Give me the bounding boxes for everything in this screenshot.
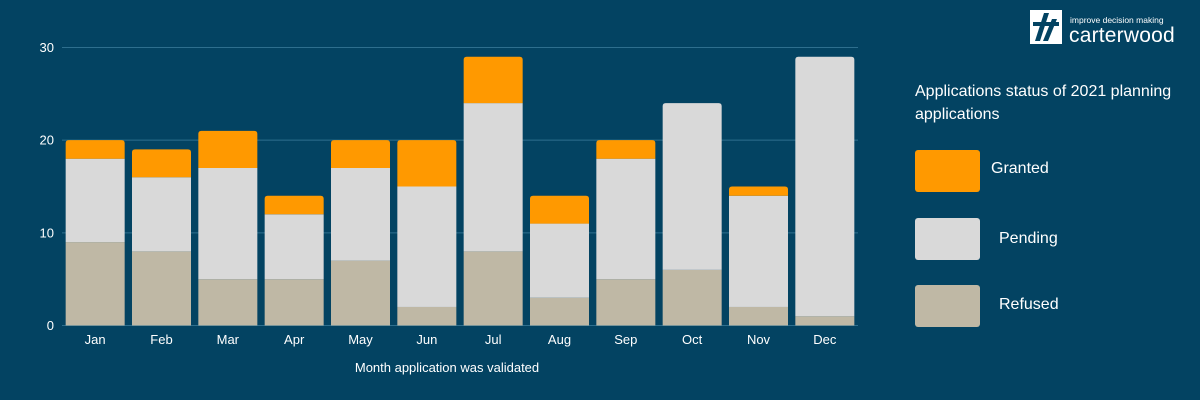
x-tick-label: Jul bbox=[485, 332, 502, 347]
bar-granted-nov bbox=[729, 186, 788, 196]
bar-refused-mar bbox=[198, 279, 258, 326]
bar-pending-sep bbox=[596, 158, 656, 280]
bar-refused-apr bbox=[264, 279, 324, 326]
bar-granted-may bbox=[331, 140, 390, 168]
bar-group-may bbox=[331, 140, 390, 326]
x-tick-label: Dec bbox=[813, 332, 837, 347]
legend-swatch-pending bbox=[915, 218, 980, 260]
carterwood-logo-icon bbox=[1030, 10, 1062, 44]
x-tick-label: Oct bbox=[682, 332, 703, 347]
y-tick-label: 10 bbox=[40, 225, 54, 240]
bar-granted-aug bbox=[530, 195, 589, 224]
bar-granted-jul bbox=[463, 56, 523, 104]
bar-granted-mar bbox=[198, 130, 258, 168]
bar-refused-feb bbox=[132, 251, 191, 326]
bar-group-aug bbox=[530, 195, 589, 326]
legend-item-refused: Refused bbox=[915, 285, 1175, 327]
bar-pending-jun bbox=[397, 186, 457, 307]
bar-group-nov bbox=[729, 186, 788, 326]
bar-pending-feb bbox=[132, 177, 191, 252]
bar-refused-dec bbox=[795, 316, 855, 326]
y-tick-label: 20 bbox=[40, 133, 54, 148]
bar-group-jan bbox=[65, 140, 125, 326]
y-axis-ticks: 0 10 20 30 bbox=[40, 40, 54, 333]
logo-name: carterwood bbox=[1069, 24, 1175, 47]
bars bbox=[65, 56, 855, 326]
x-tick-label: May bbox=[348, 332, 373, 347]
bar-group-dec bbox=[795, 56, 855, 326]
x-tick-label: Nov bbox=[747, 332, 771, 347]
legend-swatch-granted bbox=[915, 150, 980, 192]
logo-tagline: improve decision making bbox=[1070, 15, 1164, 25]
y-tick-label: 30 bbox=[40, 40, 54, 55]
gridlines bbox=[62, 47, 858, 326]
bar-refused-aug bbox=[530, 297, 589, 326]
bar-pending-dec bbox=[795, 56, 855, 317]
bar-refused-oct bbox=[662, 269, 722, 326]
bar-refused-jun bbox=[397, 306, 457, 326]
legend-item-pending: Pending bbox=[915, 218, 1175, 260]
bar-group-mar bbox=[198, 130, 258, 326]
legend: Applications status of 2021 planning app… bbox=[915, 80, 1175, 327]
bar-pending-may bbox=[331, 167, 390, 261]
x-tick-label: Jun bbox=[416, 332, 437, 347]
bar-granted-feb bbox=[132, 149, 191, 178]
legend-label-refused: Refused bbox=[999, 296, 1059, 313]
bar-refused-may bbox=[331, 260, 390, 326]
x-tick-label: Jan bbox=[85, 332, 106, 347]
bar-pending-apr bbox=[264, 214, 324, 280]
bar-pending-nov bbox=[729, 195, 788, 307]
bar-group-jul bbox=[463, 56, 523, 326]
bar-group-feb bbox=[132, 149, 191, 326]
x-tick-label: Apr bbox=[284, 332, 305, 347]
y-tick-label: 0 bbox=[47, 318, 54, 333]
bar-group-apr bbox=[264, 195, 324, 326]
legend-label-pending: Pending bbox=[999, 230, 1058, 247]
x-axis-title: Month application was validated bbox=[355, 360, 539, 375]
legend-item-granted: Granted bbox=[915, 150, 1175, 192]
bar-refused-jan bbox=[65, 242, 125, 326]
x-axis-ticks: Jan Feb Mar Apr May Jun Jul Aug Sep Oct Nov Dec bbox=[85, 332, 837, 347]
bar-pending-mar bbox=[198, 167, 258, 280]
x-tick-label: Feb bbox=[150, 332, 172, 347]
bar-granted-apr bbox=[264, 195, 324, 215]
bar-pending-aug bbox=[530, 223, 589, 298]
carterwood-logo: improve decision making carterwood bbox=[1030, 10, 1190, 47]
bar-pending-oct bbox=[662, 103, 722, 270]
bar-refused-jul bbox=[463, 251, 523, 326]
bar-pending-jan bbox=[65, 158, 125, 243]
bar-refused-sep bbox=[596, 279, 656, 326]
bar-granted-sep bbox=[596, 140, 656, 159]
x-tick-label: Aug bbox=[548, 332, 571, 347]
x-tick-label: Mar bbox=[217, 332, 240, 347]
bar-group-sep bbox=[596, 140, 656, 326]
bar-pending-jul bbox=[463, 103, 523, 252]
bar-refused-nov bbox=[729, 306, 788, 326]
bar-group-jun bbox=[397, 140, 457, 326]
x-tick-label: Sep bbox=[614, 332, 637, 347]
legend-title: Applications status of 2021 planning app… bbox=[915, 83, 1172, 123]
legend-swatch-refused bbox=[915, 285, 980, 327]
bar-group-oct bbox=[662, 103, 722, 326]
bar-granted-jan bbox=[65, 140, 125, 159]
stacked-bar-chart: 0 10 20 30 Jan Feb Mar Apr May Jun Jul Aug Sep Oct No… bbox=[40, 40, 858, 375]
bar-granted-jun bbox=[397, 140, 457, 187]
legend-label-granted: Granted bbox=[991, 160, 1049, 177]
